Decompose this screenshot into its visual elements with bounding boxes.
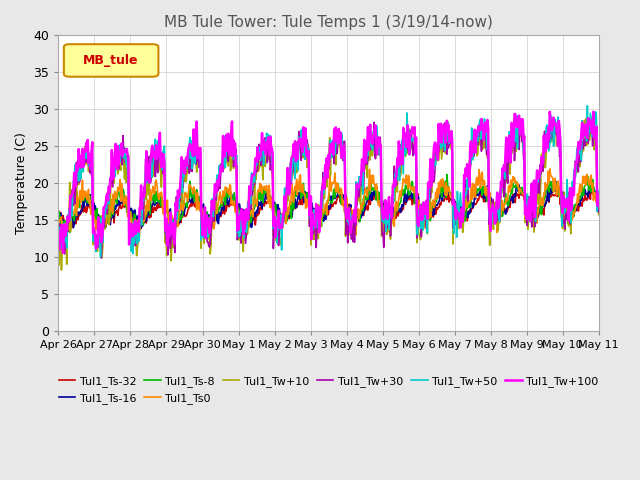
Tul1_Ts-16 [121,194,129,200]
Tul1_Tw+30 [97,255,105,261]
Tul1_Tw+50 [97,254,104,260]
Tul1_Tw+100 [546,109,554,115]
Tul1_Tw+30 [175,195,183,201]
Tul1_Ts-16 [175,220,183,226]
Tul1_Ts-8 [595,195,602,201]
Tul1_Tw+10 [589,112,597,118]
Tul1_Ts-32 [395,208,403,214]
Line: Tul1_Ts-16: Tul1_Ts-16 [58,181,598,231]
Tul1_Tw+10 [58,267,65,273]
Tul1_Ts-16 [585,179,593,184]
Tul1_Tw+50 [584,103,591,108]
Tul1_Tw+100 [175,192,183,198]
Title: MB Tule Tower: Tule Temps 1 (3/19/14-now): MB Tule Tower: Tule Temps 1 (3/19/14-now… [164,15,493,30]
Tul1_Tw+30 [411,146,419,152]
Tul1_Ts-32 [121,204,129,210]
Tul1_Tw+30 [548,116,556,121]
Tul1_Tw+30 [204,239,212,245]
Tul1_Tw+50 [595,199,602,205]
Tul1_Ts0 [204,220,212,226]
Tul1_Ts-8 [204,224,212,229]
Tul1_Ts0 [54,223,62,228]
Tul1_Tw+30 [595,209,602,215]
Tul1_Ts-32 [54,209,62,215]
Tul1_Tw+100 [595,191,602,197]
Line: Tul1_Tw+100: Tul1_Tw+100 [58,112,598,253]
Tul1_Ts0 [546,166,554,172]
Tul1_Ts0 [65,223,72,228]
Tul1_Tw+100 [54,228,62,233]
Tul1_Tw+30 [54,247,62,252]
Tul1_Ts-32 [65,227,73,233]
Legend: Tul1_Ts-32, Tul1_Ts-16, Tul1_Ts-8, Tul1_Ts0, Tul1_Tw+10, Tul1_Tw+30, Tul1_Tw+50,: Tul1_Ts-32, Tul1_Ts-16, Tul1_Ts-8, Tul1_… [54,372,603,408]
Tul1_Tw+100 [204,216,212,221]
Tul1_Ts-8 [54,210,62,216]
Tul1_Ts0 [595,203,602,208]
Tul1_Ts-16 [54,208,62,214]
Tul1_Tw+100 [59,250,67,256]
Tul1_Ts-32 [65,228,72,233]
Tul1_Ts-32 [595,196,602,202]
Tul1_Tw+50 [65,214,72,220]
Tul1_Ts-8 [443,172,451,178]
Line: Tul1_Tw+30: Tul1_Tw+30 [58,119,598,258]
Tul1_Tw+50 [175,189,183,194]
Tul1_Tw+10 [411,151,419,157]
Tul1_Ts-8 [411,201,419,206]
Tul1_Tw+50 [121,148,129,154]
Tul1_Ts-32 [175,216,183,222]
Tul1_Ts-32 [204,218,212,224]
FancyBboxPatch shape [64,44,158,77]
Tul1_Tw+30 [121,145,129,151]
Tul1_Tw+50 [204,234,212,240]
Tul1_Tw+30 [65,216,72,222]
Tul1_Tw+50 [411,140,419,146]
Line: Tul1_Ts-8: Tul1_Ts-8 [58,175,598,236]
Tul1_Tw+30 [395,163,403,168]
Line: Tul1_Ts0: Tul1_Ts0 [58,169,598,238]
Tul1_Ts-32 [411,192,419,197]
Tul1_Ts-8 [120,189,127,195]
Tul1_Tw+10 [395,163,403,169]
Tul1_Ts-32 [516,185,524,191]
Tul1_Tw+10 [595,212,602,217]
Line: Tul1_Ts-32: Tul1_Ts-32 [58,188,598,230]
Tul1_Ts-16 [395,207,403,213]
Tul1_Tw+10 [65,214,73,220]
Line: Tul1_Tw+50: Tul1_Tw+50 [58,106,598,257]
Tul1_Ts-16 [411,199,419,204]
Tul1_Tw+10 [175,197,183,203]
Tul1_Ts-16 [595,192,602,197]
Tul1_Ts-8 [175,210,183,216]
Tul1_Tw+10 [54,263,62,269]
Tul1_Ts-8 [168,233,176,239]
Tul1_Ts0 [395,197,403,203]
Tul1_Tw+50 [54,236,62,241]
Tul1_Ts-16 [204,214,212,220]
Tul1_Ts-8 [395,203,403,208]
Tul1_Ts-8 [65,212,72,218]
Tul1_Tw+100 [121,148,129,154]
Tul1_Ts0 [120,202,127,208]
Tul1_Tw+10 [204,236,212,242]
Tul1_Ts-16 [65,228,72,234]
Tul1_Ts-16 [65,218,73,224]
Y-axis label: Temperature (C): Temperature (C) [15,132,28,234]
Tul1_Tw+100 [411,124,419,130]
Text: MB_tule: MB_tule [83,54,139,67]
Tul1_Ts0 [134,235,142,240]
Tul1_Tw+100 [395,139,403,144]
Tul1_Tw+50 [395,160,403,166]
Line: Tul1_Tw+10: Tul1_Tw+10 [58,115,598,270]
Tul1_Tw+100 [65,218,73,224]
Tul1_Tw+10 [121,176,129,182]
Tul1_Ts0 [175,208,183,214]
Tul1_Ts0 [411,184,419,190]
